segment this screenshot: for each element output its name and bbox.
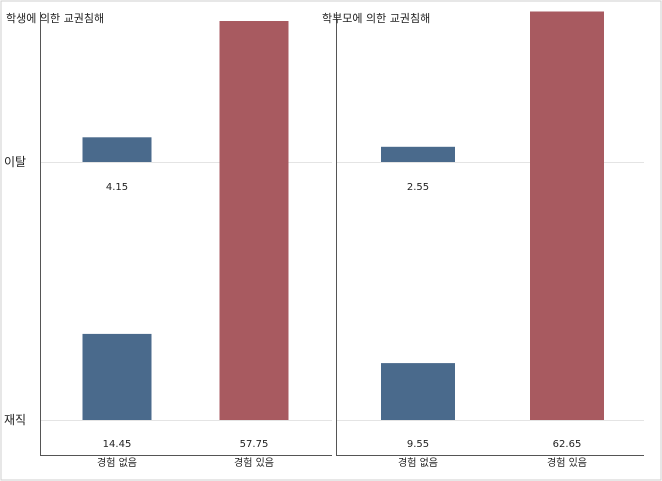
row-label: 재직: [4, 413, 26, 427]
bar: [381, 363, 455, 420]
x-tick-label: 경험 있음: [234, 456, 274, 469]
panel-title: 학부모에 의한 교권침해: [322, 11, 430, 25]
data-label: 9.55: [407, 439, 429, 450]
data-label: 4.15: [106, 182, 128, 193]
data-label: 57.75: [240, 439, 269, 450]
x-tick-label: 경험 없음: [398, 456, 438, 469]
panel-title: 학생에 의한 교권침해: [6, 11, 104, 25]
bar: [381, 146, 455, 162]
bar: [530, 46, 604, 420]
data-label: 62.65: [553, 439, 582, 450]
bar: [82, 333, 152, 420]
bar: [219, 75, 289, 421]
x-tick-label: 경험 있음: [547, 456, 587, 469]
x-tick-label: 경험 없음: [97, 456, 137, 469]
data-label: 2.55: [407, 182, 429, 193]
row-label: 이탈: [4, 155, 26, 169]
bar: [82, 137, 152, 162]
data-label: 14.45: [103, 439, 132, 450]
